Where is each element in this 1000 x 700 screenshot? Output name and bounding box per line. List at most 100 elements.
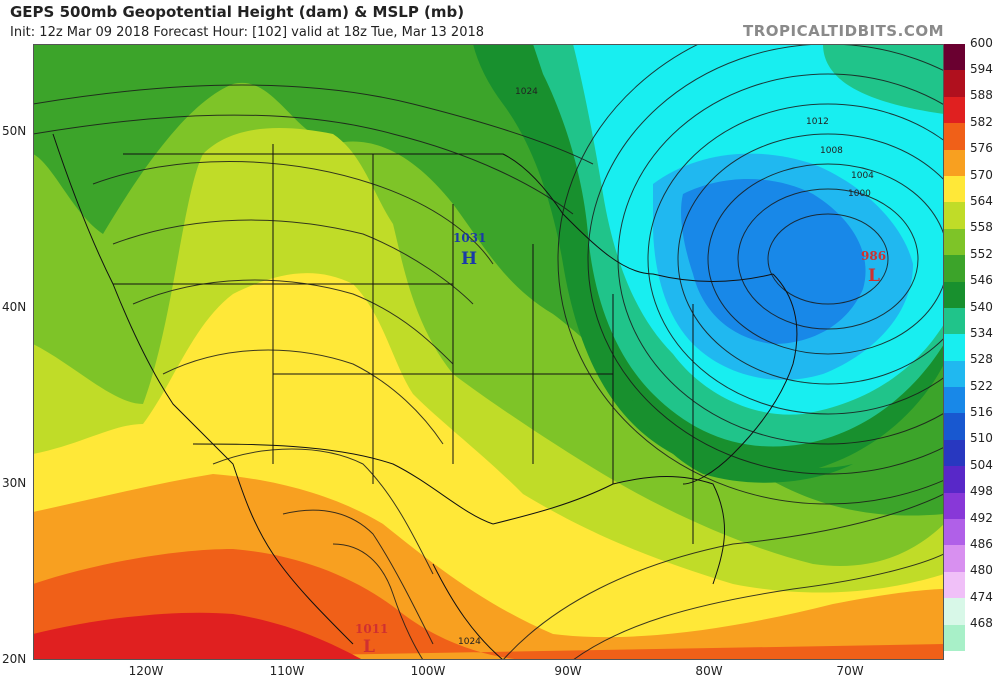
isobar-label: 1024 xyxy=(458,637,481,647)
legend-item: 516 xyxy=(944,387,1000,419)
lat-label: 40N xyxy=(2,300,27,314)
legend-item: 564 xyxy=(944,175,1000,208)
legend-swatch xyxy=(944,492,965,520)
band-522 xyxy=(681,179,866,344)
legend-swatch xyxy=(944,413,965,440)
legend-item: 594 600 xyxy=(944,36,1000,76)
legend-item: 480 xyxy=(944,545,1000,577)
legend-label: 576 xyxy=(970,141,993,156)
isobar-lines xyxy=(33,44,944,660)
legend-item: 546 xyxy=(944,255,1000,287)
low-pressure-center-northeast: 986 L xyxy=(861,249,886,286)
map-subtitle: Init: 12z Mar 09 2018 Forecast Hour: [10… xyxy=(10,25,485,40)
legend-item: 534 xyxy=(944,307,1000,340)
legend-item: 510 xyxy=(944,413,1000,445)
color-scale-legend: 594 600 588 582 576 570 564 558 552 546 540 534 528 5… xyxy=(944,36,1000,651)
band-546-south xyxy=(623,374,853,483)
pressure-value: 1011 xyxy=(355,622,388,636)
legend-item: 486 xyxy=(944,519,1000,551)
legend-item: 588 xyxy=(944,70,1000,102)
legend-swatch xyxy=(944,281,965,308)
legend-label: 594 xyxy=(970,62,993,76)
legend-swatch xyxy=(944,96,965,124)
legend-swatch xyxy=(944,149,965,176)
isobar-label: 1004 xyxy=(851,171,874,181)
legend-item: 468 xyxy=(944,598,1000,630)
legend-label: 498 xyxy=(970,484,993,499)
lon-label: 90W xyxy=(554,664,582,678)
legend-swatch xyxy=(944,545,965,572)
legend-item: 504 xyxy=(944,439,1000,472)
legend-label: 558 xyxy=(970,220,993,235)
legend-label: 516 xyxy=(970,405,993,420)
legend-label: 504 xyxy=(970,457,993,472)
legend-item xyxy=(944,624,1000,651)
legend-swatch xyxy=(944,624,965,651)
pressure-type: H xyxy=(461,249,477,269)
legend-label: 600 xyxy=(970,36,993,50)
isobar-label: 1008 xyxy=(820,146,843,156)
legend-label: 570 xyxy=(970,167,993,182)
legend-item: 528 xyxy=(944,334,1000,366)
legend-label: 588 xyxy=(970,88,993,103)
legend-item: 498 xyxy=(944,466,1000,498)
legend-swatch xyxy=(944,307,965,335)
lon-label: 80W xyxy=(695,664,723,678)
legend-swatch xyxy=(944,360,965,388)
legend-swatch xyxy=(944,228,965,256)
legend-swatch xyxy=(944,466,965,493)
legend-label: 552 xyxy=(970,246,993,261)
pressure-value: 1031 xyxy=(453,231,486,245)
legend-swatch xyxy=(944,44,965,71)
legend-swatch xyxy=(944,255,965,282)
legend-item: 522 xyxy=(944,360,1000,393)
legend-swatch xyxy=(944,439,965,467)
legend-item: 492 xyxy=(944,492,1000,525)
legend-swatch xyxy=(944,598,965,625)
legend-swatch xyxy=(944,571,965,599)
legend-label: 492 xyxy=(970,510,993,525)
legend-swatch xyxy=(944,202,965,229)
legend-item: 558 xyxy=(944,202,1000,234)
legend-label: 474 xyxy=(970,589,993,604)
legend-label: 510 xyxy=(970,431,993,446)
pressure-type: L xyxy=(363,637,375,657)
lon-label: 110W xyxy=(269,664,305,678)
legend-item: 474 xyxy=(944,571,1000,604)
legend-label: 522 xyxy=(970,378,993,393)
legend-swatch xyxy=(944,519,965,546)
legend-item: 582 xyxy=(944,96,1000,129)
lat-label: 20N xyxy=(2,652,27,666)
low-pressure-center-mexico: 1011 L xyxy=(355,622,388,657)
legend-swatch xyxy=(944,70,965,97)
legend-label: 582 xyxy=(970,114,993,129)
legend-label: 528 xyxy=(970,352,993,367)
legend-item: 540 xyxy=(944,281,1000,314)
isobar-label: 1024 xyxy=(515,87,538,97)
legend-label: 480 xyxy=(970,563,993,578)
weather-map: 1024 1012 1008 1004 1000 1024 1031 H 986… xyxy=(33,44,944,660)
legend-swatch xyxy=(944,175,965,203)
legend-item: 576 xyxy=(944,123,1000,155)
pressure-value: 986 xyxy=(861,249,886,263)
political-boundaries xyxy=(52,133,798,660)
legend-label: 540 xyxy=(970,299,993,314)
brand-watermark: TROPICALTIDBITS.COM xyxy=(743,22,944,40)
isobar-label: 1012 xyxy=(806,117,829,127)
band-588 xyxy=(33,612,363,660)
lon-label: 120W xyxy=(128,664,164,678)
legend-label: 564 xyxy=(970,193,993,208)
legend-item: 570 xyxy=(944,149,1000,182)
lat-label: 50N xyxy=(2,124,27,138)
legend-label: 534 xyxy=(970,325,993,340)
legend-item: 552 xyxy=(944,228,1000,261)
legend-label: 546 xyxy=(970,273,993,288)
lon-label: 100W xyxy=(410,664,446,678)
lat-label: 30N xyxy=(2,476,27,490)
lon-label: 70W xyxy=(836,664,864,678)
legend-swatch xyxy=(944,387,965,414)
isobar-label: 1000 xyxy=(848,189,871,199)
legend-label: 468 xyxy=(970,616,993,631)
pressure-type: L xyxy=(868,266,880,286)
high-pressure-center: 1031 H xyxy=(453,231,486,269)
